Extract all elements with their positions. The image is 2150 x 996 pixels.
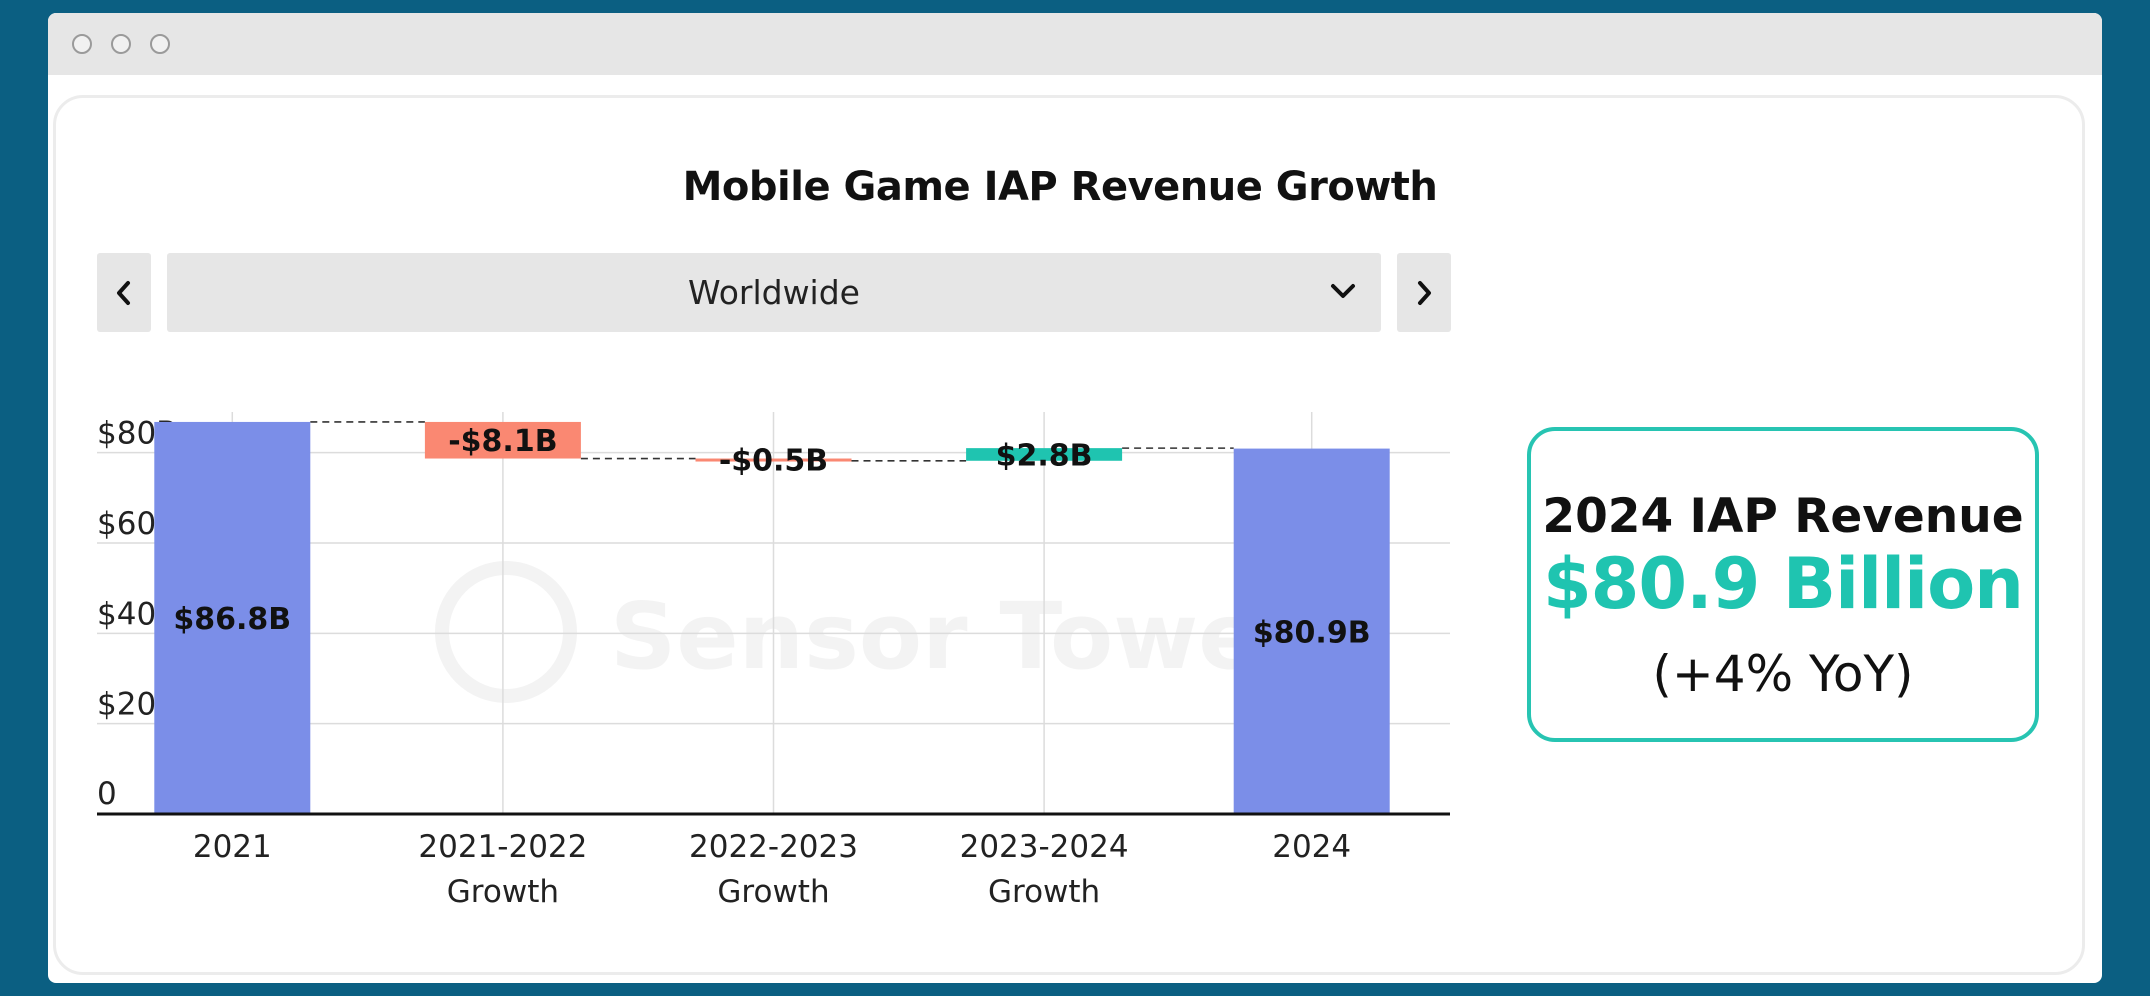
data-label: -$0.5B	[719, 444, 828, 479]
bar-decrease	[695, 458, 852, 462]
data-label: $80.9B	[1253, 615, 1371, 650]
region-selected-value: Worldwide	[688, 273, 860, 312]
bar-total	[154, 421, 311, 814]
region-dropdown[interactable]: Worldwide	[167, 253, 1381, 332]
data-label: $86.8B	[173, 602, 291, 637]
data-label: $2.8B	[996, 438, 1093, 473]
x-tick-label: Growth	[447, 874, 559, 910]
bar-decrease	[424, 421, 581, 459]
bar-increase	[966, 448, 1123, 461]
x-tick-label: Growth	[717, 874, 829, 910]
x-tick-label: 2021	[193, 829, 272, 865]
bar-total	[1233, 448, 1390, 814]
minimize-window-button[interactable]	[111, 34, 131, 54]
chevron-right-icon	[1418, 280, 1431, 305]
chevron-left-icon	[117, 280, 130, 305]
data-label: -$8.1B	[448, 424, 557, 459]
window-titlebar	[48, 13, 2102, 75]
maximize-window-button[interactable]	[150, 34, 170, 54]
x-tick-label: 2024	[1272, 829, 1351, 865]
next-region-button[interactable]	[1397, 253, 1451, 332]
x-tick-label: Growth	[988, 874, 1100, 910]
kpi-value: $80.9 Billion	[1542, 543, 2024, 625]
kpi-subtitle: (+4% YoY)	[1652, 645, 1914, 703]
x-tick-label: 2021-2022	[418, 829, 587, 865]
watermark-text: Sensor Tower	[610, 583, 1307, 690]
x-tick-label: 2023-2024	[960, 829, 1129, 865]
x-tick-label: 2022-2023	[689, 829, 858, 865]
close-window-button[interactable]	[72, 34, 92, 54]
previous-region-button[interactable]	[97, 253, 151, 332]
y-tick-label: 0	[97, 776, 117, 812]
chart-title: Mobile Game IAP Revenue Growth	[682, 164, 1438, 210]
kpi-title: 2024 IAP Revenue	[1542, 489, 2024, 544]
chevron-down-icon	[1325, 273, 1361, 309]
kpi-card: 2024 IAP Revenue $80.9 Billion (+4% YoY)	[1527, 427, 2039, 742]
watermark-logo-icon	[435, 561, 577, 703]
